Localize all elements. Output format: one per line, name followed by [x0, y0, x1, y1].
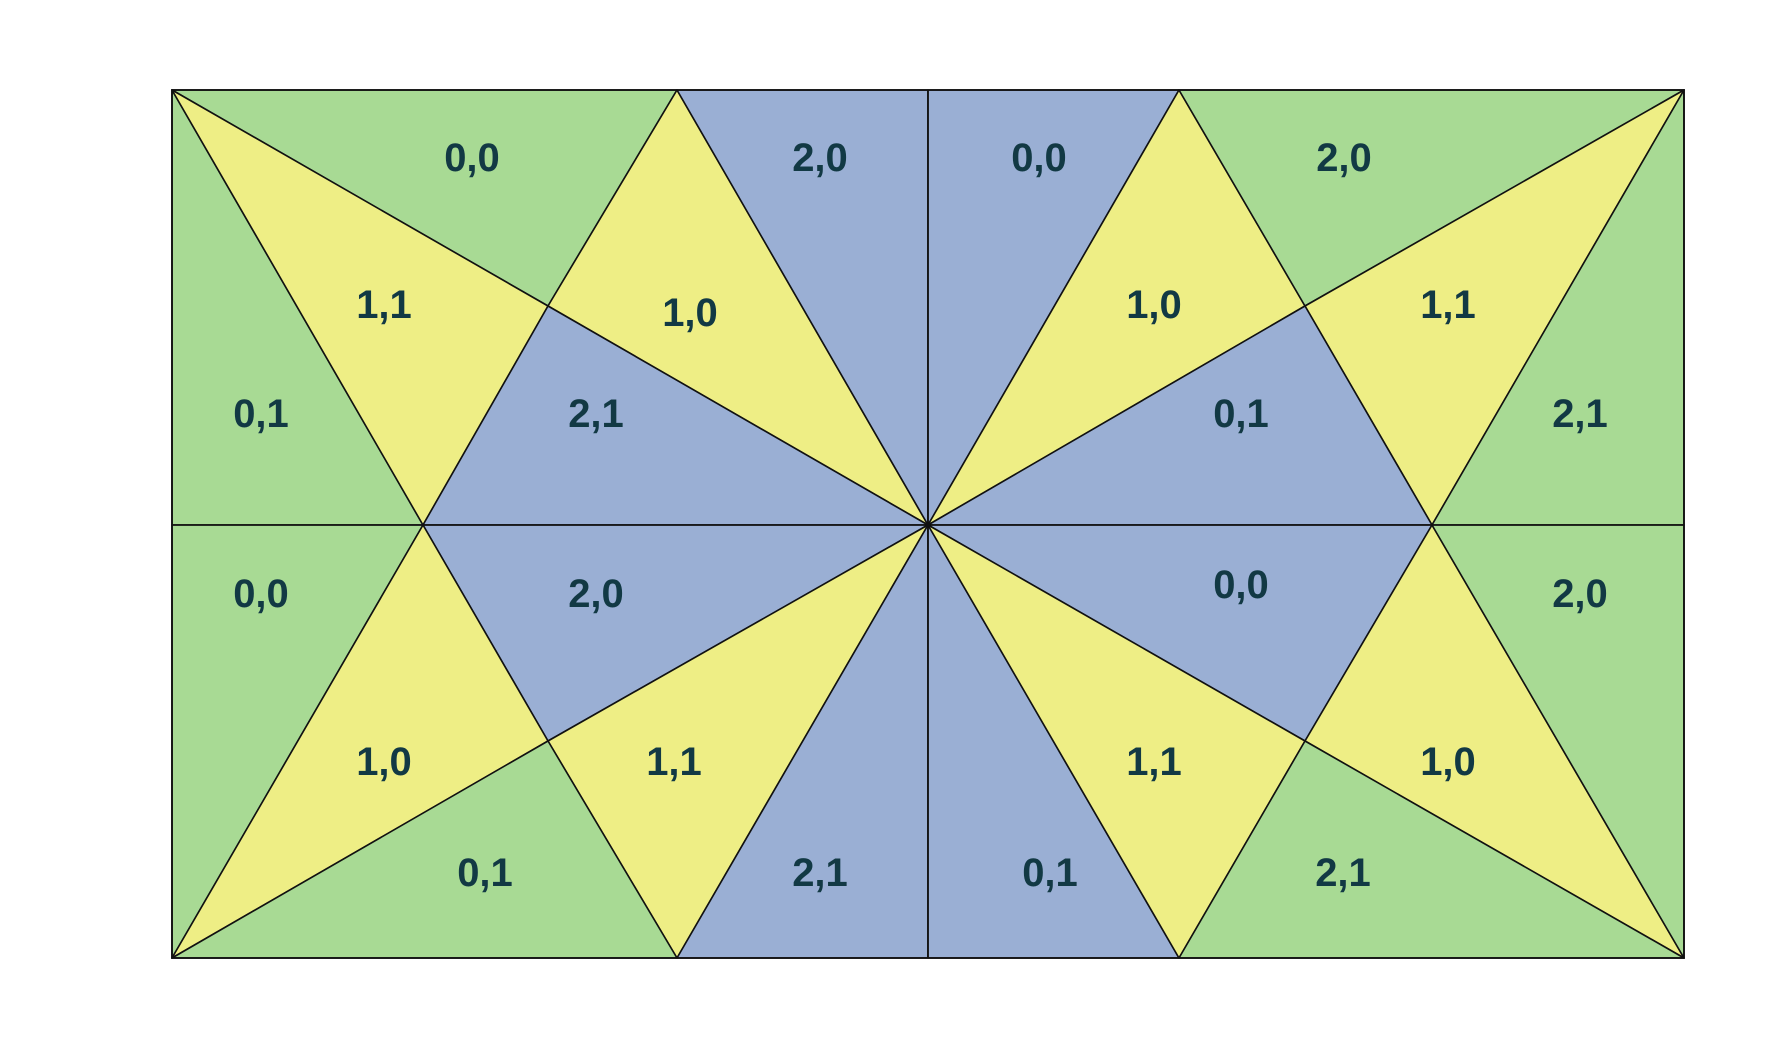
- label-tl-outer-top: 0,0: [444, 136, 500, 180]
- label-bl-inner-bottom: 1,1: [646, 740, 702, 784]
- label-top-center-right: 0,0: [1011, 136, 1067, 180]
- outer-frame: [171, 89, 1685, 959]
- label-br-outer-right: 2,0: [1552, 572, 1608, 616]
- label-top-center-left: 2,0: [792, 136, 848, 180]
- label-tr-inner-center: 0,1: [1213, 392, 1269, 436]
- label-bl-inner-diag: 1,0: [356, 740, 412, 784]
- label-tr-inner-diag: 1,1: [1420, 283, 1476, 327]
- label-br-outer-bottom: 2,1: [1315, 851, 1371, 895]
- label-bl-outer-bottom: 0,1: [457, 851, 513, 895]
- label-bl-outer-left: 0,0: [233, 572, 289, 616]
- label-tl-inner-center: 2,1: [568, 392, 624, 436]
- label-tr-outer-right: 2,1: [1552, 392, 1608, 436]
- label-tr-inner-top: 1,0: [1126, 283, 1182, 327]
- label-bottom-center-right: 0,1: [1022, 851, 1078, 895]
- label-tl-inner-diag: 1,1: [356, 283, 412, 327]
- label-bottom-center-left: 2,1: [792, 851, 848, 895]
- label-tl-inner-top: 1,0: [662, 291, 718, 335]
- label-tr-outer-top: 2,0: [1316, 136, 1372, 180]
- label-br-inner-bottom: 1,1: [1126, 740, 1182, 784]
- label-bl-inner-center: 2,0: [568, 572, 624, 616]
- label-tl-outer-left: 0,1: [233, 392, 289, 436]
- label-br-inner-center: 0,0: [1213, 563, 1269, 607]
- label-br-inner-diag: 1,0: [1420, 740, 1476, 784]
